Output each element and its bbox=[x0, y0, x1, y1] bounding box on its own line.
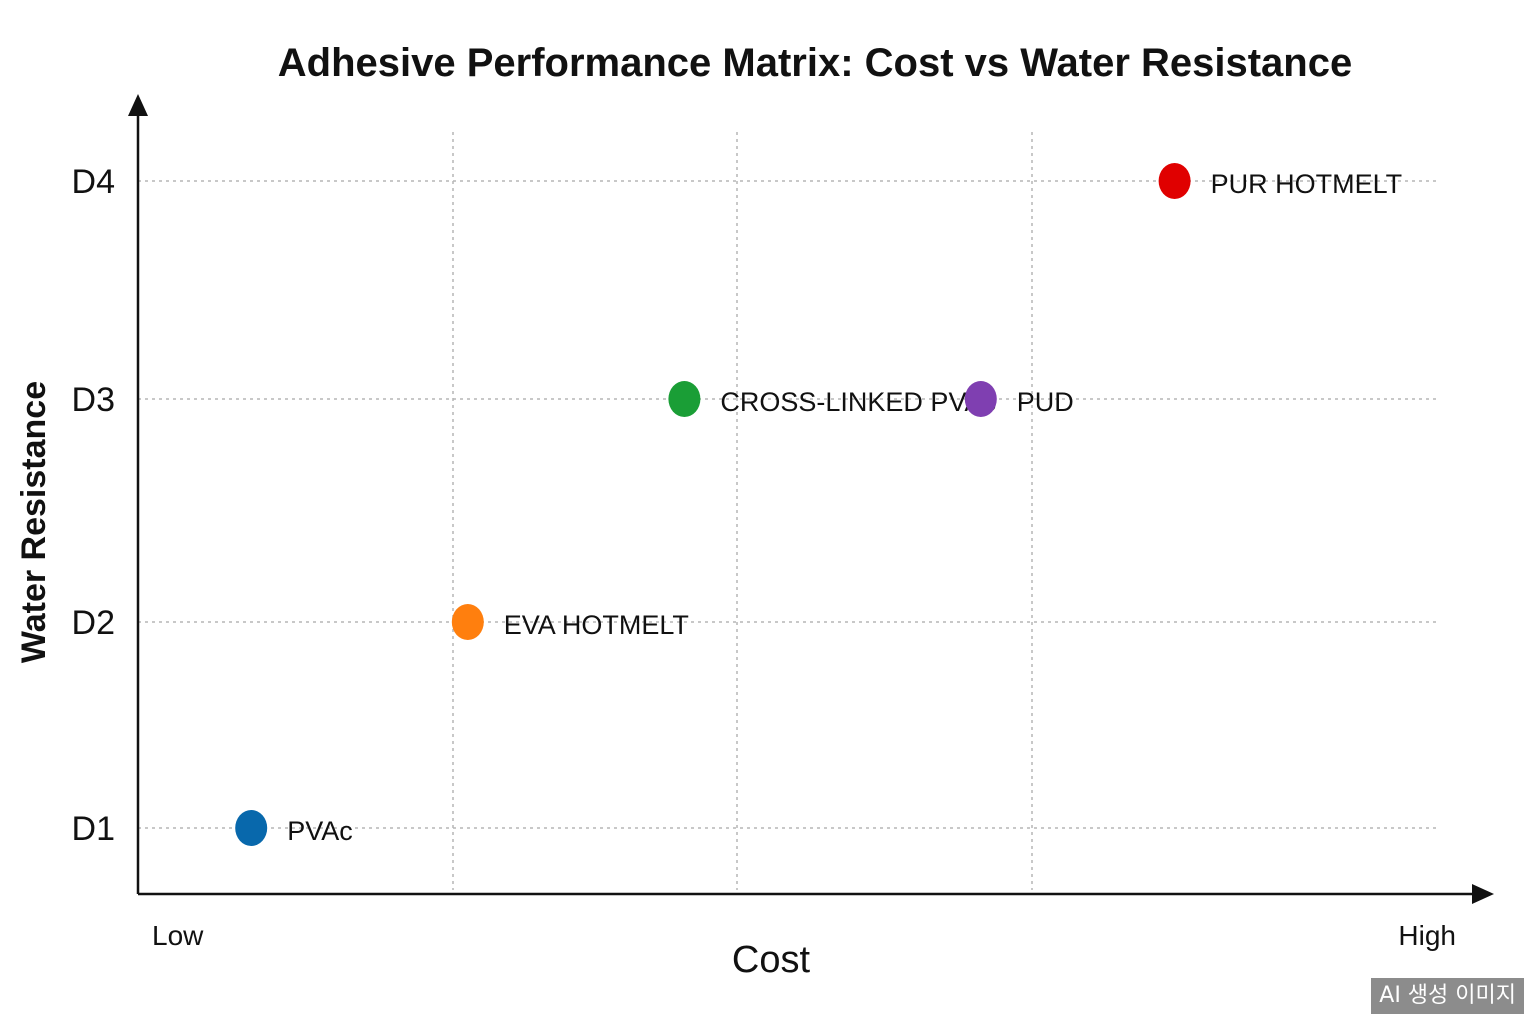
data-point bbox=[668, 381, 701, 417]
point-label: PVAc bbox=[287, 816, 353, 846]
x-axis-title: Cost bbox=[732, 939, 811, 981]
y-tick-labels: D1 D2 D3 D4 bbox=[72, 163, 115, 848]
point-label: EVA HOTMELT bbox=[504, 610, 689, 640]
point-label: PUD bbox=[1017, 387, 1074, 417]
grid bbox=[138, 132, 1440, 890]
y-tick-label: D3 bbox=[72, 381, 115, 419]
y-axis-arrow bbox=[128, 94, 148, 116]
watermark-badge: AI 생성 이미지 bbox=[1371, 978, 1524, 1014]
y-tick-label: D2 bbox=[72, 604, 115, 642]
y-tick-label: D1 bbox=[72, 810, 115, 848]
data-points: PVAc EVA HOTMELT CROSS-LINKED PVAc PUD PUR H… bbox=[235, 163, 1402, 846]
data-point bbox=[235, 810, 268, 846]
data-point bbox=[964, 381, 997, 417]
x-axis-high-label: High bbox=[1398, 920, 1456, 951]
x-axis-arrow bbox=[1472, 884, 1494, 904]
x-axis-low-label: Low bbox=[152, 920, 204, 951]
y-tick-label: D4 bbox=[72, 163, 115, 201]
y-axis-title: Water Resistance bbox=[15, 381, 53, 663]
point-label: PUR HOTMELT bbox=[1211, 169, 1403, 199]
data-point bbox=[1158, 163, 1191, 199]
data-point bbox=[451, 604, 484, 640]
point-label: CROSS-LINKED PVAc bbox=[720, 387, 996, 417]
chart-title: Adhesive Performance Matrix: Cost vs Wat… bbox=[278, 41, 1352, 85]
